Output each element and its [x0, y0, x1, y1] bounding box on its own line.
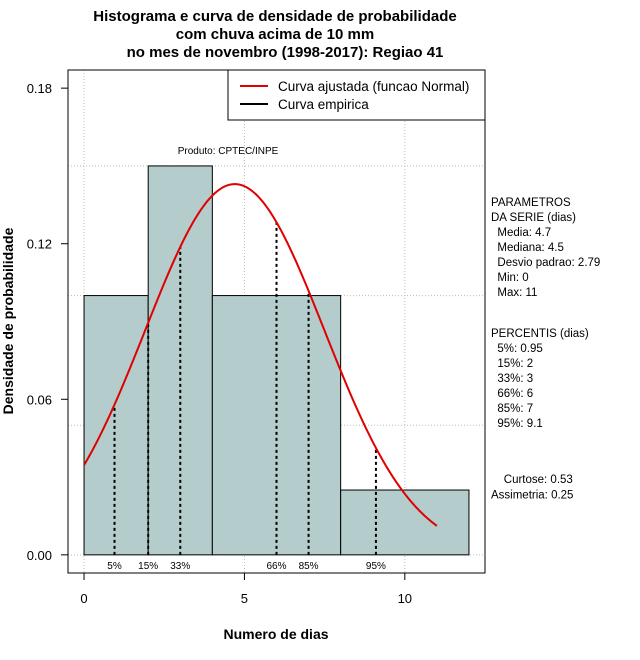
side-panel-percentis: PERCENTIS (dias) 5%: 0.95 15%: 2 33%: 3 …: [491, 328, 589, 430]
percentil-line-4: 66%: 6: [491, 388, 533, 400]
percentil-line-2: 15%: 2: [491, 358, 533, 370]
percentile-labels: 5% 15% 33% 66% 85% 95%: [107, 561, 386, 572]
percentile-lines: [113, 222, 377, 555]
y-axis: 0.00 0.06 0.12 0.18: [27, 81, 69, 563]
legend-empirical-label: Curva empirica: [278, 97, 369, 112]
x-tick-label-1: 5: [241, 591, 248, 606]
param-line-5: Min: 0: [491, 272, 529, 284]
x-tick-label-0: 0: [80, 591, 87, 606]
legend-box: [227, 69, 486, 121]
y-tick-label-3: 0.18: [27, 81, 52, 96]
x-axis: 0 5 10: [80, 572, 412, 606]
shape-line-1: Assimetria: 0.25: [491, 490, 573, 502]
y-tick-label-1: 0.06: [27, 392, 52, 407]
side-panel-parametros: PARAMETROS DA SERIE (dias) Media: 4.7 Med…: [491, 197, 600, 299]
param-line-0: PARAMETROS: [491, 197, 571, 209]
percentile-label-5: 95%: [366, 561, 386, 572]
shape-line-0: Curtose: 0.53: [491, 474, 573, 486]
product-annotation: Produto: CPTEC/INPE: [178, 146, 279, 157]
percentile-label-1: 15%: [138, 561, 158, 572]
title-line-2: com chuva acima de 10 mm: [176, 26, 374, 43]
percentil-line-6: 95%: 9.1: [491, 418, 543, 430]
histogram-bar-3: [340, 489, 470, 556]
percentil-line-3: 33%: 3: [491, 373, 533, 385]
title-line-1: Histograma e curva de densidade de proba…: [93, 8, 456, 25]
histogram-bar-0: [83, 295, 149, 556]
title-line-3: no mes de novembro (1998-2017): Regiao 4…: [127, 44, 444, 61]
histogram-bars: [83, 165, 470, 556]
side-panel-shape: Curtose: 0.53 Assimetria: 0.25: [491, 474, 573, 502]
param-line-1: DA SERIE (dias): [491, 212, 576, 224]
percentil-line-5: 85%: 7: [491, 403, 533, 415]
chart-title: Histograma e curva de densidade de proba…: [93, 8, 456, 61]
legend-fitted-label: Curva ajustada (funcao Normal): [278, 79, 469, 94]
percentile-label-4: 85%: [299, 561, 319, 572]
param-line-3: Mediana: 4.5: [491, 242, 564, 254]
y-tick-label-2: 0.12: [27, 237, 52, 252]
legend: Curva ajustada (funcao Normal) Curva emp…: [227, 69, 486, 121]
percentile-label-2: 33%: [170, 561, 190, 572]
y-axis-label: Densidade de probabilidade: [0, 227, 16, 414]
percentil-line-0: PERCENTIS (dias): [491, 328, 589, 340]
percentile-label-0: 5%: [107, 561, 122, 572]
param-line-2: Media: 4.7: [491, 227, 551, 239]
y-tick-label-0: 0.00: [27, 548, 52, 563]
param-line-6: Max: 11: [491, 287, 537, 299]
percentile-label-3: 66%: [266, 561, 286, 572]
x-axis-label: Numero de dias: [223, 626, 328, 642]
percentil-line-1: 5%: 0.95: [491, 343, 543, 355]
fitted-normal-curve: [83, 183, 438, 527]
param-line-4: Desvio padrao: 2.79: [491, 257, 600, 269]
x-tick-label-2: 10: [398, 591, 412, 606]
